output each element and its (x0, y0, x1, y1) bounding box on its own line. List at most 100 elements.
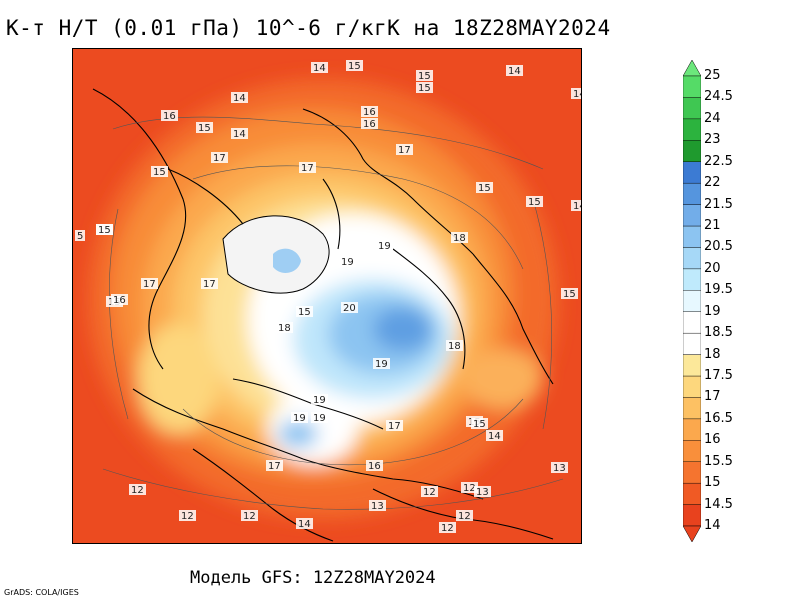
colorbar-tick-label: 16 (704, 432, 721, 448)
contour-label-bg (421, 486, 438, 497)
contour-label: 15 (98, 225, 111, 236)
contour-label: 16 (363, 107, 376, 118)
colorbar-tick-label: 24 (704, 110, 721, 126)
contour-label: 17 (398, 145, 411, 156)
contour-label-bg (161, 110, 178, 121)
colorbar-top-arrow (683, 60, 701, 77)
colorbar-segment (683, 504, 701, 527)
contour-label-bg (151, 166, 168, 177)
contour-label-bg (201, 278, 218, 289)
contour-label-bg (416, 70, 433, 81)
contour-label-bg (75, 230, 85, 241)
colorbar-tick-label: 20.5 (704, 239, 733, 255)
field-20-south (278, 420, 318, 448)
colorbar-tick-label: 23 (704, 132, 721, 148)
colorbar-segment (683, 225, 701, 248)
contour-label-bg (311, 62, 328, 73)
colorbar-segment (683, 161, 701, 184)
contour-label-bg (571, 88, 581, 99)
contour-label-bg (461, 482, 478, 493)
contour-label: 18 (448, 341, 461, 352)
colorbar-tick-label: 17 (704, 389, 721, 405)
contour-label-bg (396, 144, 413, 155)
contour-label: 15 (298, 307, 311, 318)
contour-label-bg (451, 232, 468, 243)
colorbar-tick-label: 14 (704, 518, 721, 533)
contour-label: 14 (233, 129, 246, 140)
colorbar-tick-label: 25 (704, 68, 721, 83)
contour-label-bg (474, 486, 491, 497)
contour-label-bg (266, 460, 283, 471)
contour-label: 12 (458, 511, 471, 522)
contour-label-bg (241, 510, 258, 521)
contour-label-bg (276, 322, 293, 333)
contour-label: 19 (378, 241, 391, 252)
colorbar-tick-label: 22.5 (704, 153, 733, 169)
colorbar-tick-label: 18 (704, 346, 721, 362)
colorbar-segment (683, 440, 701, 462)
contour-label-bg (129, 484, 146, 495)
contour-label-bg (296, 306, 313, 317)
contour-label-bg (571, 200, 581, 211)
contour-label-bg (456, 510, 473, 521)
model-run-label: Модель GFS: 12Z28MAY2024 (190, 568, 436, 588)
contour-label: 15 (418, 71, 431, 82)
contour-label: 16 (363, 119, 376, 130)
contour-label: 16 (368, 461, 381, 472)
contour-label-bg (96, 224, 113, 235)
colorbar-segment (683, 461, 701, 484)
colorbar-segment (683, 354, 701, 377)
greenland-moisture-patch (273, 248, 301, 273)
colorbar-segment (683, 140, 701, 162)
contour-label: 12 (131, 485, 144, 496)
field-21 (373, 307, 433, 351)
contour-label-bg (346, 60, 363, 71)
colorbar-tick-label: 20 (704, 260, 721, 276)
contour-label: 14 (313, 63, 326, 74)
contour-label: 15 (198, 123, 211, 134)
contour-label: 19 (375, 359, 388, 370)
contour-label: 5 (77, 231, 83, 242)
contour-label-bg (291, 412, 308, 423)
map-panel: 1415151414141615141616151717151715151514… (72, 48, 582, 544)
contour-label: 17 (143, 279, 156, 290)
field-16-east (463, 349, 543, 409)
colorbar-segment (683, 482, 701, 505)
colorbar-segment (683, 118, 701, 141)
colorbar-segment (683, 97, 701, 120)
contour-label-bg (296, 518, 313, 529)
colorbar-tick-label: 21.5 (704, 196, 733, 212)
contour-label: 14 (573, 201, 582, 212)
colorbar-segment (683, 204, 701, 227)
contour-label-bg (311, 412, 328, 423)
colorbar-segment (683, 268, 701, 291)
contour-label-bg (476, 182, 493, 193)
colorbar-tick-label: 24.5 (704, 89, 733, 105)
contour-label: 19 (313, 395, 326, 406)
contour-label: 15 (348, 61, 361, 72)
contour-label: 12 (423, 487, 436, 498)
contour-label-bg (311, 394, 328, 405)
contour-label-bg (526, 196, 543, 207)
colorbar-segment (683, 182, 701, 205)
contour-label: 17 (268, 461, 281, 472)
colorbar (683, 60, 701, 542)
contour-label: 14 (233, 93, 246, 104)
contour-label-bg (506, 65, 523, 76)
contour-label-bg (179, 510, 196, 521)
colorbar-segment (683, 290, 701, 312)
contour-label: 15 (473, 419, 486, 430)
contour-label-bg (341, 302, 358, 313)
colorbar-segment (683, 332, 701, 355)
contour-label-bg (376, 240, 393, 251)
grads-credit: GrADS: COLA/IGES (4, 588, 79, 597)
contour-label: 14 (488, 431, 501, 442)
contour-label-bg (196, 122, 213, 133)
colorbar-segment (683, 375, 701, 398)
contour-label-bg (416, 82, 433, 93)
contour-label: 15 (153, 167, 166, 178)
colorbar-tick-label: 15 (704, 475, 721, 491)
contour-label: 19 (313, 413, 326, 424)
contour-label: 17 (388, 421, 401, 432)
contour-label: 17 (301, 163, 314, 174)
